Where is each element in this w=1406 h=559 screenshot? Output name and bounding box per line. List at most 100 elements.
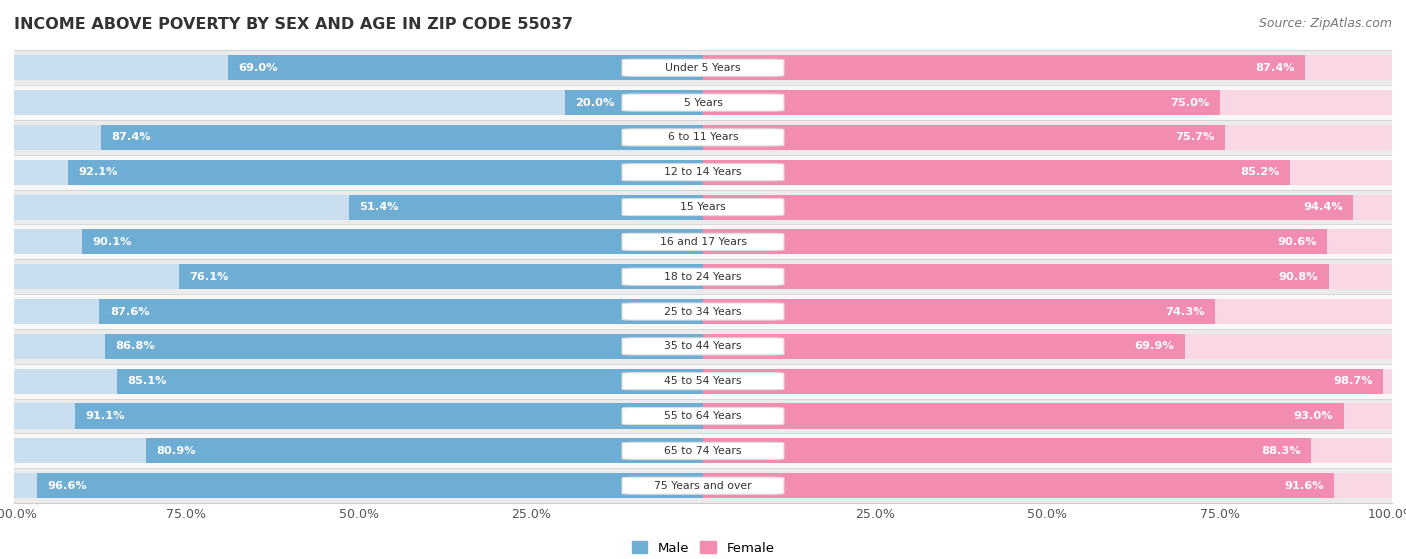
FancyBboxPatch shape xyxy=(621,164,785,181)
Text: 90.8%: 90.8% xyxy=(1278,272,1319,282)
Bar xyxy=(703,368,1392,394)
Bar xyxy=(703,368,1384,394)
Bar xyxy=(14,329,1392,364)
Text: 74.3%: 74.3% xyxy=(1166,306,1205,316)
Text: 98.7%: 98.7% xyxy=(1333,376,1372,386)
FancyBboxPatch shape xyxy=(621,408,785,424)
Bar xyxy=(703,125,1225,150)
Bar xyxy=(14,155,1392,190)
Bar xyxy=(703,438,1392,463)
Bar xyxy=(14,294,1392,329)
Text: 25 to 34 Years: 25 to 34 Years xyxy=(664,306,742,316)
FancyBboxPatch shape xyxy=(621,59,785,76)
Text: 35 to 44 Years: 35 to 44 Years xyxy=(664,342,742,352)
Bar xyxy=(703,195,1392,220)
FancyBboxPatch shape xyxy=(621,373,785,390)
Bar xyxy=(14,368,703,394)
Bar xyxy=(146,438,703,463)
Text: 87.4%: 87.4% xyxy=(111,132,150,143)
Bar xyxy=(703,438,1312,463)
Bar xyxy=(703,229,1327,254)
Bar xyxy=(14,125,703,150)
Bar xyxy=(101,125,703,150)
Bar xyxy=(117,368,703,394)
Bar xyxy=(14,334,703,359)
Bar xyxy=(703,55,1392,80)
Bar xyxy=(14,299,703,324)
Text: 93.0%: 93.0% xyxy=(1294,411,1333,421)
Text: 75 Years and over: 75 Years and over xyxy=(654,481,752,491)
Bar xyxy=(703,90,1392,115)
Bar xyxy=(76,404,703,429)
Text: 75.0%: 75.0% xyxy=(1170,98,1209,107)
Bar xyxy=(14,229,703,254)
Bar xyxy=(703,195,1354,220)
Bar xyxy=(703,404,1344,429)
Text: 94.4%: 94.4% xyxy=(1303,202,1343,212)
Legend: Male, Female: Male, Female xyxy=(626,536,780,559)
Bar xyxy=(703,299,1215,324)
Text: 5 Years: 5 Years xyxy=(683,98,723,107)
Text: 90.1%: 90.1% xyxy=(93,237,132,247)
Text: 20.0%: 20.0% xyxy=(575,98,614,107)
Bar xyxy=(703,229,1392,254)
Bar xyxy=(565,90,703,115)
Bar xyxy=(703,404,1392,429)
Text: 90.6%: 90.6% xyxy=(1277,237,1317,247)
Bar xyxy=(703,473,1392,498)
FancyBboxPatch shape xyxy=(621,442,785,459)
Text: 16 and 17 Years: 16 and 17 Years xyxy=(659,237,747,247)
Bar xyxy=(14,55,703,80)
Bar xyxy=(14,90,703,115)
Bar xyxy=(14,404,703,429)
Text: 18 to 24 Years: 18 to 24 Years xyxy=(664,272,742,282)
Bar xyxy=(83,229,703,254)
Text: INCOME ABOVE POVERTY BY SEX AND AGE IN ZIP CODE 55037: INCOME ABOVE POVERTY BY SEX AND AGE IN Z… xyxy=(14,17,574,32)
Bar xyxy=(14,399,1392,433)
Bar xyxy=(703,55,1305,80)
Bar xyxy=(14,190,1392,225)
Bar xyxy=(349,195,703,220)
Bar xyxy=(14,468,1392,503)
Bar xyxy=(14,225,1392,259)
Text: Under 5 Years: Under 5 Years xyxy=(665,63,741,73)
FancyBboxPatch shape xyxy=(621,268,785,285)
FancyBboxPatch shape xyxy=(621,303,785,320)
Bar xyxy=(703,299,1392,324)
Bar xyxy=(14,50,1392,85)
Text: 55 to 64 Years: 55 to 64 Years xyxy=(664,411,742,421)
Bar xyxy=(14,438,703,463)
Bar xyxy=(179,264,703,289)
FancyBboxPatch shape xyxy=(621,198,785,216)
Bar xyxy=(69,160,703,185)
Text: 91.1%: 91.1% xyxy=(86,411,125,421)
Text: 96.6%: 96.6% xyxy=(48,481,87,491)
FancyBboxPatch shape xyxy=(621,477,785,494)
FancyBboxPatch shape xyxy=(621,94,785,111)
Bar xyxy=(703,264,1329,289)
Bar xyxy=(228,55,703,80)
Text: 92.1%: 92.1% xyxy=(79,167,118,177)
FancyBboxPatch shape xyxy=(621,338,785,355)
Text: 12 to 14 Years: 12 to 14 Years xyxy=(664,167,742,177)
Bar xyxy=(703,125,1392,150)
Bar xyxy=(703,160,1392,185)
Text: 6 to 11 Years: 6 to 11 Years xyxy=(668,132,738,143)
Text: 69.0%: 69.0% xyxy=(238,63,277,73)
Text: 80.9%: 80.9% xyxy=(156,446,195,456)
Bar xyxy=(703,334,1392,359)
Text: 85.2%: 85.2% xyxy=(1240,167,1279,177)
Bar xyxy=(14,160,703,185)
Bar xyxy=(14,120,1392,155)
Text: 75.7%: 75.7% xyxy=(1175,132,1215,143)
Bar xyxy=(14,85,1392,120)
Text: 51.4%: 51.4% xyxy=(359,202,399,212)
FancyBboxPatch shape xyxy=(621,129,785,146)
Text: 87.6%: 87.6% xyxy=(110,306,149,316)
Bar xyxy=(14,473,703,498)
Bar xyxy=(703,334,1185,359)
Bar xyxy=(14,195,703,220)
Text: Source: ZipAtlas.com: Source: ZipAtlas.com xyxy=(1258,17,1392,30)
Text: 85.1%: 85.1% xyxy=(127,376,166,386)
Text: 91.6%: 91.6% xyxy=(1284,481,1323,491)
